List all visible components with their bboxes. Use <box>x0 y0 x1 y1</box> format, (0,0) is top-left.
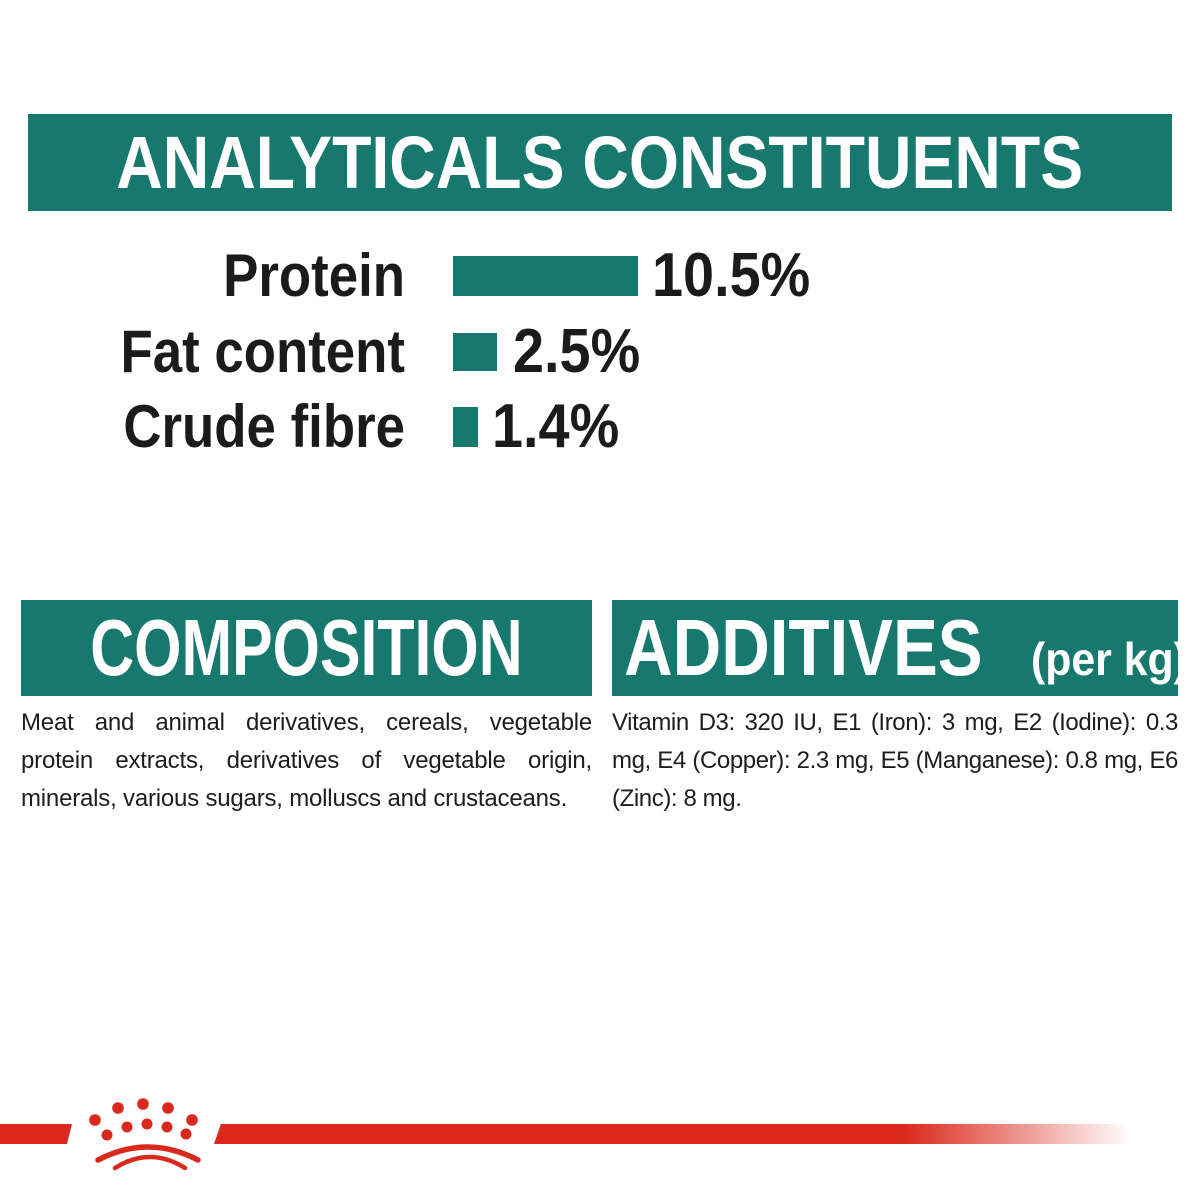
analyticals-constituents-title: ANALYTICALS CONSTITUENTS <box>116 121 1084 204</box>
analyticals-constituents-banner: ANALYTICALS CONSTITUENTS <box>28 114 1172 211</box>
chart-label-fat-content: Fat content <box>120 318 405 385</box>
chart-value-fat-content: 2.5% <box>513 317 641 386</box>
chart-bar-protein <box>453 256 638 296</box>
chart-value-crude-fibre: 1.4% <box>492 392 620 461</box>
chart-value-protein: 10.5% <box>652 241 811 310</box>
footer-red-band-right <box>214 1124 1200 1144</box>
chart-label-protein: Protein <box>223 242 405 309</box>
composition-body-text: Meat and animal derivatives, cereals, ve… <box>21 709 592 812</box>
chart-label-crude-fibre: Crude fibre <box>123 393 405 460</box>
additives-body-text: Vitamin D3: 320 IU, E1 (Iron): 3 mg, E2 … <box>612 709 1178 812</box>
additives-banner: ADDITIVES (per kg) <box>612 600 1188 696</box>
composition-title: COMPOSITION <box>90 603 523 692</box>
additives-title: ADDITIVES <box>624 603 983 692</box>
chart-bar-crude-fibre <box>453 407 478 447</box>
chart-bar-fat-content <box>453 333 497 371</box>
composition-banner: COMPOSITION <box>21 600 592 696</box>
footer-red-band-left <box>0 1124 72 1144</box>
royal-canin-crown-icon <box>89 1098 201 1171</box>
additives-per-kg-label: (per kg) <box>1031 633 1188 685</box>
